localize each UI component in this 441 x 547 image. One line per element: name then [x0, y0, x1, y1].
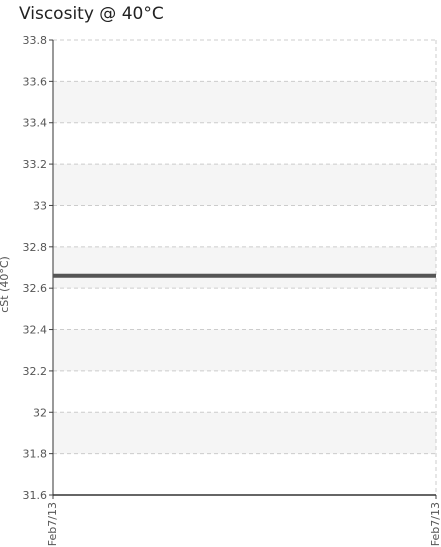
grid-band [53, 329, 436, 371]
y-tick-label: 31.6 [23, 489, 48, 502]
x-tick-label: Feb7/13 [429, 502, 441, 546]
x-tick-label: Feb7/13 [46, 502, 59, 546]
chart-bands [53, 81, 436, 454]
y-tick-label: 33 [33, 199, 47, 212]
y-axis-title: cSt (40°C) [0, 256, 11, 313]
y-tick-labels: 31.6 31.8 32 32.2 32.4 32.6 32.8 33 33.2 33.4 33.6… [23, 34, 48, 502]
y-tick-label: 33.6 [23, 75, 48, 88]
chart-title: Viscosity @ 40°C [19, 4, 164, 24]
y-tick-label: 33.4 [23, 117, 48, 130]
y-tick-label: 32.2 [23, 365, 48, 378]
grid-band [53, 81, 436, 123]
grid-band [53, 246, 436, 289]
x-tick-labels: Feb7/13 Feb7/13 [46, 502, 441, 546]
y-tick-label: 32.4 [23, 324, 48, 337]
y-tick-label: 33.8 [23, 34, 48, 47]
y-tick-label: 32 [33, 406, 47, 419]
y-tick-label: 32.8 [23, 241, 48, 254]
y-tick-label: 32.6 [23, 282, 48, 295]
chart-axes [49, 39, 437, 499]
grid-band [53, 412, 436, 454]
y-tick-label: 33.2 [23, 158, 48, 171]
y-tick-label: 31.8 [23, 448, 48, 461]
grid-band [53, 164, 436, 206]
